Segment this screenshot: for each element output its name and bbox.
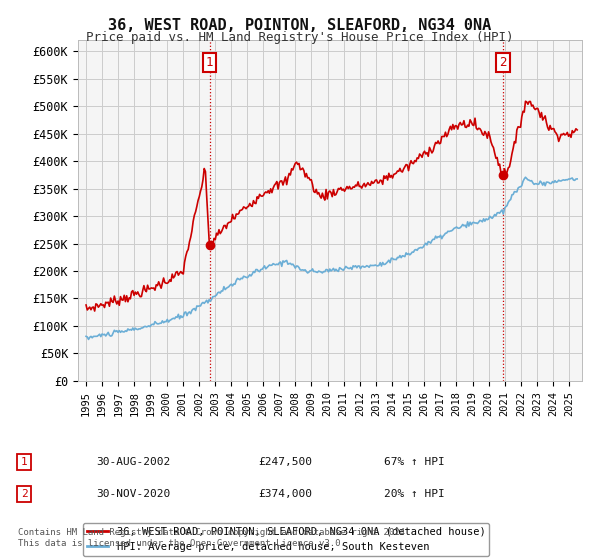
Text: 20% ↑ HPI: 20% ↑ HPI: [384, 489, 445, 499]
Text: Contains HM Land Registry data © Crown copyright and database right 2024.
This d: Contains HM Land Registry data © Crown c…: [18, 528, 410, 548]
Text: 2: 2: [500, 56, 507, 69]
Text: 2: 2: [20, 489, 28, 499]
Text: £247,500: £247,500: [258, 457, 312, 467]
Text: 1: 1: [206, 56, 213, 69]
Text: 67% ↑ HPI: 67% ↑ HPI: [384, 457, 445, 467]
Text: £374,000: £374,000: [258, 489, 312, 499]
Text: 30-AUG-2002: 30-AUG-2002: [96, 457, 170, 467]
Text: 36, WEST ROAD, POINTON, SLEAFORD, NG34 0NA: 36, WEST ROAD, POINTON, SLEAFORD, NG34 0…: [109, 18, 491, 33]
Text: 1: 1: [20, 457, 28, 467]
Text: Price paid vs. HM Land Registry's House Price Index (HPI): Price paid vs. HM Land Registry's House …: [86, 31, 514, 44]
Text: 30-NOV-2020: 30-NOV-2020: [96, 489, 170, 499]
Legend: 36, WEST ROAD, POINTON, SLEAFORD, NG34 0NA (detached house), HPI: Average price,: 36, WEST ROAD, POINTON, SLEAFORD, NG34 0…: [83, 522, 490, 556]
